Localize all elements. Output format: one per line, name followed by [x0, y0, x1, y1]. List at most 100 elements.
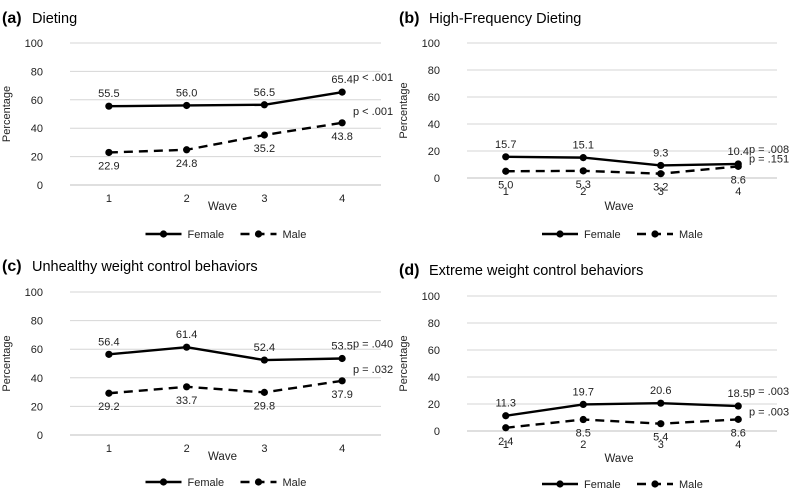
- data-point-female: [579, 154, 587, 162]
- legend-marker-female: [159, 230, 168, 238]
- series-line-male: [108, 121, 343, 154]
- data-label-female: 11.3: [495, 398, 516, 410]
- data-point-female: [734, 402, 742, 410]
- y-tick-label: 0: [434, 173, 440, 185]
- panel-label: (c): [2, 258, 22, 275]
- p-value-male: p = .032: [353, 364, 393, 376]
- legend-marker-female: [556, 480, 564, 488]
- p-value-male: p = .003: [749, 406, 789, 418]
- panel-label: (b): [399, 10, 419, 27]
- y-axis-title: Percentage: [398, 335, 410, 391]
- panel-b: (b) High-Frequency Dieting 0 20 40 60 80 100 Per…: [398, 10, 789, 241]
- data-label-male: 5.0: [498, 179, 513, 191]
- data-label-male: 29.2: [98, 401, 119, 413]
- data-point-male: [734, 415, 742, 423]
- data-point-female: [579, 400, 587, 409]
- y-axis-title: Percentage: [1, 335, 13, 391]
- data-label-male: 8.6: [731, 174, 746, 186]
- data-point-female: [657, 161, 665, 170]
- data-point-female: [338, 88, 346, 96]
- data-point-male: [657, 170, 665, 178]
- panel-a: (a) Dieting 0 20 40 60 80 100 Percentage 1 2 3 4 Wave…: [1, 10, 393, 241]
- y-tick-label: 20: [428, 146, 440, 158]
- data-point-female: [260, 101, 268, 109]
- data-point-male: [183, 146, 191, 154]
- x-tick-label: 1: [503, 439, 509, 451]
- y-tick-label: 60: [428, 92, 440, 104]
- panel-label: (a): [2, 10, 22, 27]
- data-label-female: 65.4: [331, 74, 352, 86]
- x-tick-label: 1: [106, 443, 112, 455]
- y-axis-title: Percentage: [1, 86, 13, 142]
- data-label-female: 56.0: [176, 87, 197, 99]
- legend-label-female: Female: [584, 479, 621, 491]
- x-tick-label: 2: [580, 439, 586, 451]
- data-label-female: 19.7: [573, 386, 594, 398]
- y-tick-label: 40: [31, 123, 43, 135]
- y-tick-label: 60: [428, 345, 440, 357]
- legend-label-male: Male: [679, 479, 703, 491]
- data-label-female: 10.4: [728, 146, 749, 158]
- legend: Female Male: [542, 479, 703, 491]
- panel-d: (d) Extreme weight control behaviors 0 20 40…: [398, 262, 789, 491]
- p-value-female: p = .008: [749, 144, 789, 156]
- series-line-female: [505, 401, 739, 417]
- x-tick-label: 3: [658, 186, 664, 198]
- data-point-male: [579, 167, 587, 175]
- p-value-female: p < .001: [353, 72, 393, 84]
- legend-marker-female: [556, 230, 564, 238]
- data-label-male: 37.9: [331, 389, 352, 401]
- data-label-female: 52.4: [254, 342, 275, 354]
- p-value-female: p = .040: [353, 338, 393, 350]
- x-tick-label: 2: [580, 186, 586, 198]
- y-tick-label: 20: [31, 401, 43, 413]
- data-point-male: [579, 415, 587, 424]
- series-line-female: [108, 90, 343, 108]
- y-tick-label: 0: [434, 426, 440, 438]
- y-tick-label: 60: [31, 95, 43, 107]
- data-label-female: 15.1: [573, 140, 594, 152]
- data-label-female: 53.5: [331, 340, 352, 352]
- data-label-male: 5.4: [653, 432, 668, 444]
- legend-marker-male: [651, 480, 659, 488]
- y-axis-title: Percentage: [398, 82, 410, 138]
- data-label-female: 9.3: [653, 147, 668, 159]
- data-point-male: [105, 148, 113, 157]
- data-label-female: 56.5: [254, 87, 275, 99]
- p-value-female: p = .003: [749, 386, 789, 398]
- legend-label-female: Female: [188, 229, 225, 241]
- data-label-male: 22.9: [98, 160, 119, 172]
- data-label-male: 33.7: [176, 395, 197, 407]
- y-tick-label: 0: [37, 180, 43, 192]
- y-tick-label: 40: [428, 372, 440, 384]
- data-point-female: [183, 343, 191, 351]
- legend-marker-male: [651, 230, 659, 238]
- legend-label-male: Male: [679, 229, 703, 241]
- y-tick-label: 80: [31, 316, 43, 328]
- legend: Female Male: [542, 229, 703, 241]
- x-tick-label: 1: [503, 186, 509, 198]
- series-line-male: [505, 418, 739, 429]
- data-label-male: 8.6: [731, 427, 746, 439]
- x-tick-label: 4: [339, 443, 345, 455]
- chart-title: Extreme weight control behaviors: [429, 263, 643, 279]
- panel-label: (d): [399, 262, 419, 279]
- series-line-male: [505, 165, 739, 175]
- x-tick-label: 3: [261, 443, 267, 455]
- x-axis-title: Wave: [208, 451, 237, 463]
- data-point-male: [105, 389, 113, 397]
- legend-label-female: Female: [188, 477, 225, 489]
- data-label-male: 43.8: [331, 131, 352, 143]
- legend-label-female: Female: [584, 229, 621, 241]
- data-point-female: [105, 102, 113, 110]
- data-point-male: [260, 388, 268, 396]
- data-label-female: 61.4: [176, 329, 197, 341]
- data-label-female: 18.5: [728, 388, 749, 400]
- data-label-male: 35.2: [254, 143, 275, 155]
- data-point-male: [657, 420, 665, 428]
- data-label-female: 56.4: [98, 336, 119, 348]
- x-tick-label: 4: [339, 193, 345, 205]
- data-point-male: [502, 424, 510, 432]
- y-tick-label: 80: [428, 318, 440, 330]
